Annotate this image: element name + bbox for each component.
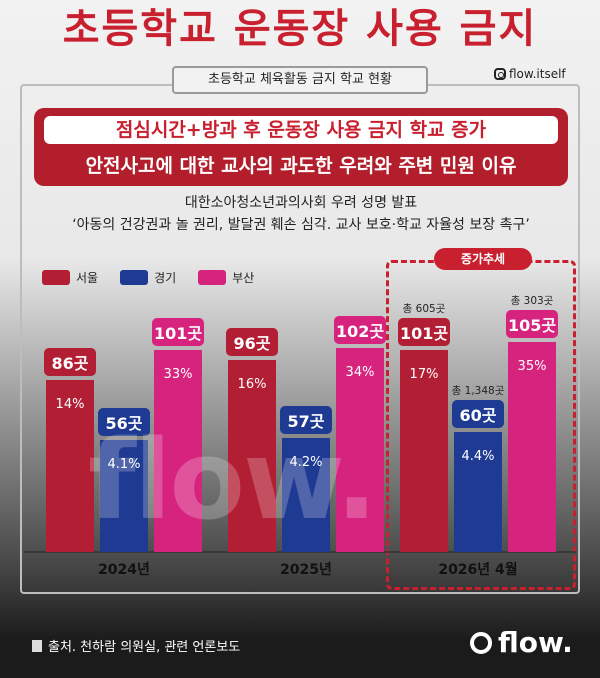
subtitle: 초등학교 체육활동 금지 학교 현황 — [172, 66, 428, 94]
brand-text: flow. — [498, 626, 573, 659]
instagram-icon — [494, 68, 506, 80]
value-label-gyeonggi-2: 60곳 — [460, 406, 497, 425]
value-label-busan-2: 105곳 — [508, 316, 556, 335]
pct-label-busan-2: 35% — [518, 359, 547, 374]
pct-label-seoul-0: 14% — [56, 397, 85, 412]
value-pill-gyeonggi-0 — [98, 408, 150, 436]
chart-legend: 서울 경기 부산 — [42, 268, 254, 286]
value-pill-gyeonggi-1 — [280, 406, 332, 434]
value-pill-busan-1 — [334, 316, 386, 344]
legend-swatch-gyeonggi — [120, 269, 149, 285]
pct-label-gyeonggi-2: 4.4% — [461, 449, 494, 464]
total-label-busan: 총 303곳 — [511, 295, 554, 307]
trend-label: 증가추세 — [434, 248, 532, 270]
legend-label-seoul: 서울 — [76, 270, 99, 285]
note-statement: 대한소아청소년과의사회 우려 성명 발표 — [184, 195, 418, 211]
value-pill-seoul-1 — [226, 328, 278, 356]
x-tick-label-0: 2024년 — [98, 562, 150, 578]
brand-ring-icon — [470, 631, 492, 654]
legend-label-gyeonggi: 경기 — [154, 270, 177, 285]
instagram-handle[interactable]: flow.itself — [494, 66, 566, 82]
x-tick-label-1: 2025년 — [280, 562, 332, 578]
value-label-gyeonggi-0: 56곳 — [106, 414, 143, 433]
bar-seoul-1 — [228, 360, 276, 552]
headline-primary: 점심시간+방과 후 운동장 사용 금지 학교 증가 — [115, 119, 487, 141]
handle-text: flow.itself — [509, 67, 566, 81]
source-note: 출처. 천하람 의원실, 관련 언론보도 — [32, 636, 240, 655]
bar-gyeonggi-1 — [282, 438, 330, 552]
source-text: 출처. 천하람 의원실, 관련 언론보도 — [48, 640, 241, 655]
headline-secondary: 안전사고에 대한 교사의 과도한 우려와 주변 민원 이유 — [85, 155, 517, 177]
document-icon — [32, 640, 42, 652]
value-pill-busan-2 — [506, 310, 558, 338]
brand-logo: flow. — [470, 626, 573, 659]
total-label-seoul: 총 605곳 — [403, 303, 446, 315]
value-pill-seoul-0 — [44, 348, 96, 376]
legend-item-gyeonggi: 경기 — [120, 268, 176, 286]
value-label-busan-1: 102곳 — [336, 322, 384, 341]
pct-label-busan-0: 33% — [164, 367, 193, 382]
value-label-seoul-0: 86곳 — [52, 354, 89, 373]
total-label-gyeonggi: 총 1,348곳 — [452, 385, 505, 397]
legend-label-busan: 부산 — [232, 270, 255, 285]
headline-banner-inner — [44, 116, 558, 144]
pct-label-gyeonggi-0: 4.1% — [107, 457, 140, 472]
pct-label-busan-1: 34% — [346, 365, 375, 380]
page-title: 초등학교 운동장 사용 금지 — [62, 6, 538, 52]
bar-chart: 86곳 14% 56곳 4.1% 101곳 33% 2024년 96곳 16% 57곳 4.2% 10… — [24, 295, 576, 578]
value-pill-gyeonggi-2 — [452, 400, 504, 428]
legend-item-busan: 부산 — [198, 268, 254, 286]
bar-busan-0 — [154, 350, 202, 552]
pct-label-seoul-1: 16% — [238, 377, 267, 392]
legend-swatch-seoul — [42, 269, 70, 285]
bar-seoul-0 — [46, 380, 94, 552]
note-quote: ‘아동의 건강권과 놀 권리, 발달권 훼손 심각. 교사 보호·학교 자율성 … — [72, 217, 530, 233]
legend-item-seoul: 서울 — [42, 268, 98, 286]
bar-busan-2 — [508, 342, 556, 552]
value-label-seoul-1: 96곳 — [234, 334, 271, 353]
value-label-seoul-2: 101곳 — [400, 324, 448, 343]
bar-gyeonggi-0 — [100, 440, 148, 552]
bar-busan-1 — [336, 348, 384, 552]
pct-label-gyeonggi-1: 4.2% — [289, 455, 322, 470]
pct-label-seoul-2: 17% — [410, 367, 439, 382]
bar-gyeonggi-2 — [454, 432, 502, 552]
value-pill-seoul-2 — [398, 318, 450, 346]
bar-seoul-2 — [400, 350, 448, 552]
x-tick-label-2: 2026년 4월 — [438, 561, 517, 578]
value-label-busan-0: 101곳 — [154, 324, 202, 343]
value-pill-busan-0 — [152, 318, 204, 346]
legend-swatch-busan — [198, 269, 227, 285]
value-label-gyeonggi-1: 57곳 — [288, 412, 325, 431]
